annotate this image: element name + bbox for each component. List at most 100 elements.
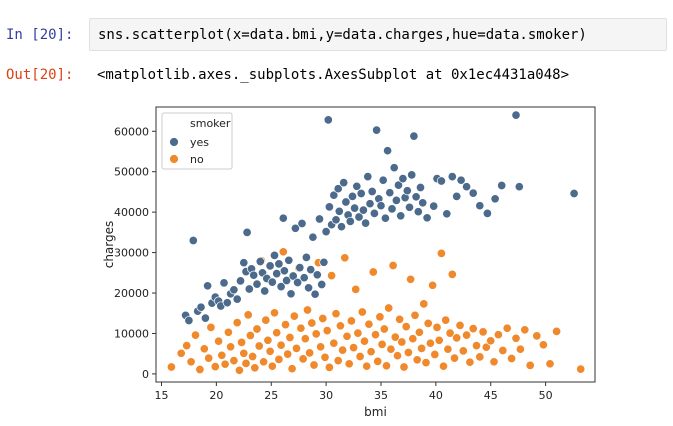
point-yes-4 [196, 302, 206, 312]
point-no-2 [182, 341, 192, 351]
point-yes-50 [312, 270, 322, 280]
point-no-92 [399, 362, 409, 372]
point-no-61 [331, 309, 341, 319]
point-yes-63 [339, 178, 349, 188]
point-no-55 [318, 313, 328, 324]
code-cell-input[interactable]: sns.scatterplot(x=data.bmi,y=data.charge… [89, 18, 667, 51]
point-yes-6 [203, 281, 213, 291]
point-no-82 [377, 339, 387, 349]
point-yes-12 [222, 298, 232, 308]
point-no-83 [379, 324, 389, 334]
point-no-84 [381, 361, 392, 371]
point-yes-47 [306, 265, 316, 275]
point-no-107 [432, 322, 442, 332]
point-yes-82 [380, 213, 390, 223]
point-yes-38 [286, 289, 296, 299]
point-no-121 [468, 324, 478, 334]
point-no-87 [388, 260, 398, 271]
point-no-43 [291, 343, 302, 353]
output-text: <matplotlib.axes._subplots.AxesSubplot a… [97, 67, 570, 83]
legend-label-no: no [190, 153, 204, 166]
point-yes-39 [288, 271, 298, 281]
point-yes-55 [323, 115, 333, 125]
point-yes-42 [295, 263, 305, 273]
point-yes-40 [290, 223, 300, 233]
point-no-40 [285, 332, 295, 343]
x-tick-label-45: 45 [484, 389, 498, 402]
point-no-37 [278, 247, 288, 257]
point-yes-90 [398, 174, 408, 184]
point-no-110 [438, 361, 449, 371]
point-no-135 [525, 360, 535, 370]
point-no-100 [417, 343, 427, 353]
point-no-51 [309, 360, 319, 370]
point-yes-100 [422, 213, 432, 223]
point-yes-95 [409, 131, 419, 141]
point-no-102 [421, 358, 431, 368]
point-no-5 [195, 364, 205, 375]
point-no-11 [217, 350, 227, 360]
point-no-12 [220, 359, 230, 369]
point-no-9 [210, 362, 220, 372]
point-no-128 [493, 330, 503, 340]
point-yes-24 [255, 256, 265, 267]
point-yes-86 [389, 163, 399, 173]
point-no-28 [259, 357, 269, 367]
point-no-15 [229, 356, 239, 366]
point-yes-112 [490, 194, 500, 204]
point-no-106 [430, 349, 440, 360]
x-axis-label: bmi [364, 405, 387, 419]
y-tick-label-40000: 40000 [114, 206, 149, 219]
point-no-130 [502, 323, 512, 333]
y-tick-label-60000: 60000 [114, 125, 149, 138]
x-tick-label-15: 15 [154, 389, 168, 402]
point-no-78 [368, 267, 378, 277]
y-axis-ticks: 0 10000 20000 30000 40000 50000 60000 [114, 125, 156, 381]
point-no-81 [375, 312, 385, 322]
point-no-0 [166, 362, 176, 372]
point-no-7 [204, 353, 214, 363]
point-no-39 [283, 349, 293, 359]
point-no-41 [287, 364, 297, 374]
point-yes-106 [452, 191, 462, 201]
legend: smoker yes no [161, 112, 233, 170]
point-yes-62 [336, 222, 347, 232]
point-no-98 [412, 355, 422, 365]
point-no-59 [327, 271, 337, 281]
point-yes-116 [569, 188, 579, 199]
point-yes-105 [447, 172, 457, 182]
point-no-54 [316, 342, 326, 352]
point-no-45 [296, 323, 306, 333]
point-no-125 [481, 342, 491, 352]
point-no-38 [280, 320, 291, 330]
point-no-124 [478, 327, 488, 337]
point-yes-81 [378, 175, 388, 185]
point-yes-23 [252, 279, 262, 289]
legend-marker-no [169, 154, 179, 164]
point-yes-84 [385, 188, 395, 198]
point-no-103 [423, 318, 433, 328]
x-tick-label-40: 40 [429, 389, 443, 402]
series-no-points [166, 247, 586, 375]
point-yes-32 [274, 259, 284, 269]
point-no-60 [329, 338, 339, 348]
point-no-73 [357, 307, 367, 317]
y-tick-label-30000: 30000 [114, 247, 149, 260]
point-no-77 [366, 347, 376, 357]
axes-frame [155, 106, 596, 383]
point-yes-107 [456, 175, 466, 185]
point-yes-54 [321, 227, 331, 237]
point-no-114 [447, 269, 457, 279]
point-yes-69 [352, 181, 362, 191]
point-yes-44 [299, 273, 309, 283]
legend-label-yes: yes [190, 136, 209, 149]
point-no-67 [344, 359, 354, 369]
point-yes-11 [219, 278, 229, 288]
point-no-47 [300, 334, 310, 344]
point-yes-111 [482, 208, 492, 218]
point-yes-80 [376, 201, 386, 211]
point-no-72 [355, 351, 365, 362]
point-yes-59 [331, 215, 341, 225]
point-yes-20 [244, 284, 254, 294]
point-no-117 [455, 320, 465, 330]
